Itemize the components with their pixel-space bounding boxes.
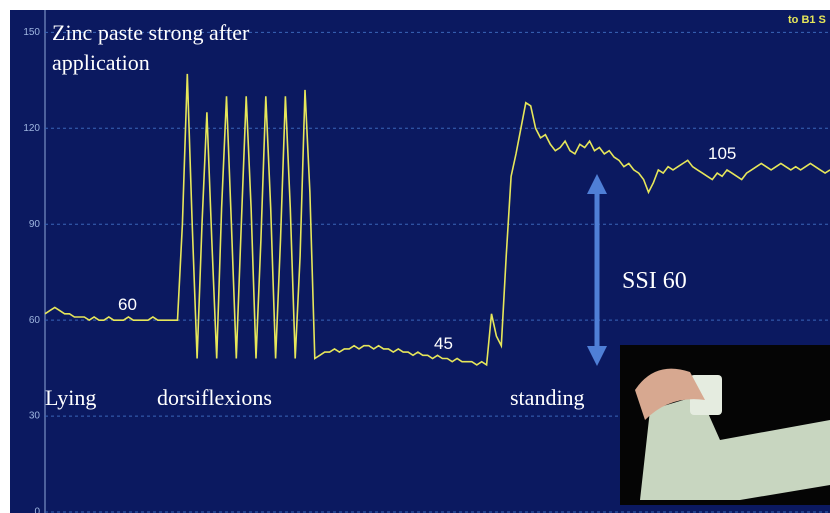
- y-tick-label: 90: [29, 219, 41, 230]
- corner-label: to B1 S: [788, 14, 826, 26]
- y-tick-label: 120: [23, 123, 40, 134]
- bandage-photo: [620, 345, 830, 505]
- annotation: SSI 60: [622, 268, 687, 295]
- annotation: dorsiflexions: [157, 385, 272, 411]
- y-tick-label: 60: [29, 315, 41, 326]
- y-tick-label: 30: [29, 411, 41, 422]
- title: Zinc paste strong after application: [52, 18, 252, 78]
- y-tick-label: 150: [23, 27, 40, 38]
- screenshot: 0 30 60 90 120 150 Zinc paste strong after ap…: [0, 0, 830, 513]
- y-tick-label: 0: [34, 507, 40, 513]
- annotation: 60: [118, 295, 137, 315]
- annotation: 105: [708, 144, 736, 164]
- annotation: Lying: [45, 385, 96, 411]
- annotation: 45: [434, 334, 453, 354]
- annotation: standing: [510, 385, 585, 411]
